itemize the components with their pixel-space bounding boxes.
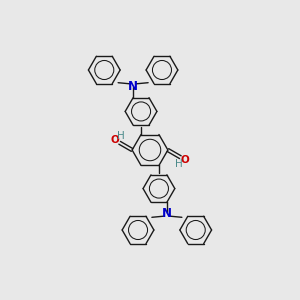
Text: N: N (128, 80, 138, 93)
Text: H: H (117, 131, 125, 141)
Text: O: O (111, 135, 120, 145)
Text: H: H (175, 159, 183, 169)
Text: N: N (162, 207, 172, 220)
Text: O: O (180, 155, 189, 165)
